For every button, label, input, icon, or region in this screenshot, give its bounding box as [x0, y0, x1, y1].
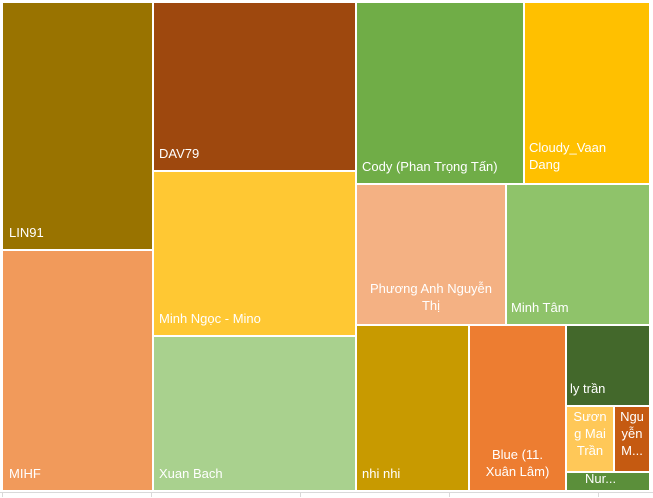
- treemap-tile: Minh Ngọc - Mino: [153, 171, 356, 336]
- treemap-tile: Xuan Bach: [153, 336, 356, 491]
- treemap-tile: Minh Tâm: [506, 184, 650, 325]
- treemap-tile: ly trần: [566, 325, 650, 406]
- axis-tick: [2, 492, 3, 497]
- treemap-label: MIHF: [9, 466, 41, 481]
- treemap-tile: MIHF: [2, 250, 153, 491]
- axis-line: [0, 492, 653, 493]
- treemap-label: Cody (Phan Trọng Tấn): [362, 159, 498, 174]
- treemap-tile: Blue (11. Xuân Lâm): [469, 325, 566, 491]
- treemap-label: Xuan Bach: [159, 466, 223, 481]
- axis-tick: [449, 492, 450, 497]
- treemap-tile: Cody (Phan Trọng Tấn): [356, 2, 524, 184]
- treemap-label: Phương Anh Nguyễn Thị: [369, 281, 493, 313]
- treemap-tile: Phương Anh Nguyễn Thị: [356, 184, 506, 325]
- axis-tick: [151, 492, 152, 497]
- treemap-label: LIN91: [9, 225, 44, 240]
- treemap-label: Ngu yễn M...: [620, 409, 644, 458]
- treemap-label: DAV79: [159, 146, 200, 161]
- treemap-tile: LIN91: [2, 2, 153, 250]
- treemap-label: Blue (11. Xuân Lâm): [485, 447, 550, 479]
- treemap-label: Nur...: [585, 472, 617, 486]
- treemap-label: ly trần: [570, 381, 606, 396]
- treemap-tile: Ngu yễn M...: [614, 406, 650, 472]
- treemap-tile: Nur...: [566, 472, 650, 491]
- treemap-tile: Sươn g Mai Trần: [566, 406, 614, 472]
- treemap-tile: nhi nhi: [356, 325, 469, 491]
- treemap-label: nhi nhi: [362, 466, 401, 481]
- axis-tick: [598, 492, 599, 497]
- treemap-label: Cloudy_Vaan Dang: [529, 140, 607, 172]
- axis-tick: [300, 492, 301, 497]
- treemap-label: Sươn g Mai Trần: [573, 409, 607, 458]
- treemap-tile: DAV79: [153, 2, 356, 171]
- treemap-label: Minh Ngọc - Mino: [159, 311, 261, 326]
- treemap-label: Minh Tâm: [511, 300, 569, 315]
- treemap-tile: Cloudy_Vaan Dang: [524, 2, 650, 184]
